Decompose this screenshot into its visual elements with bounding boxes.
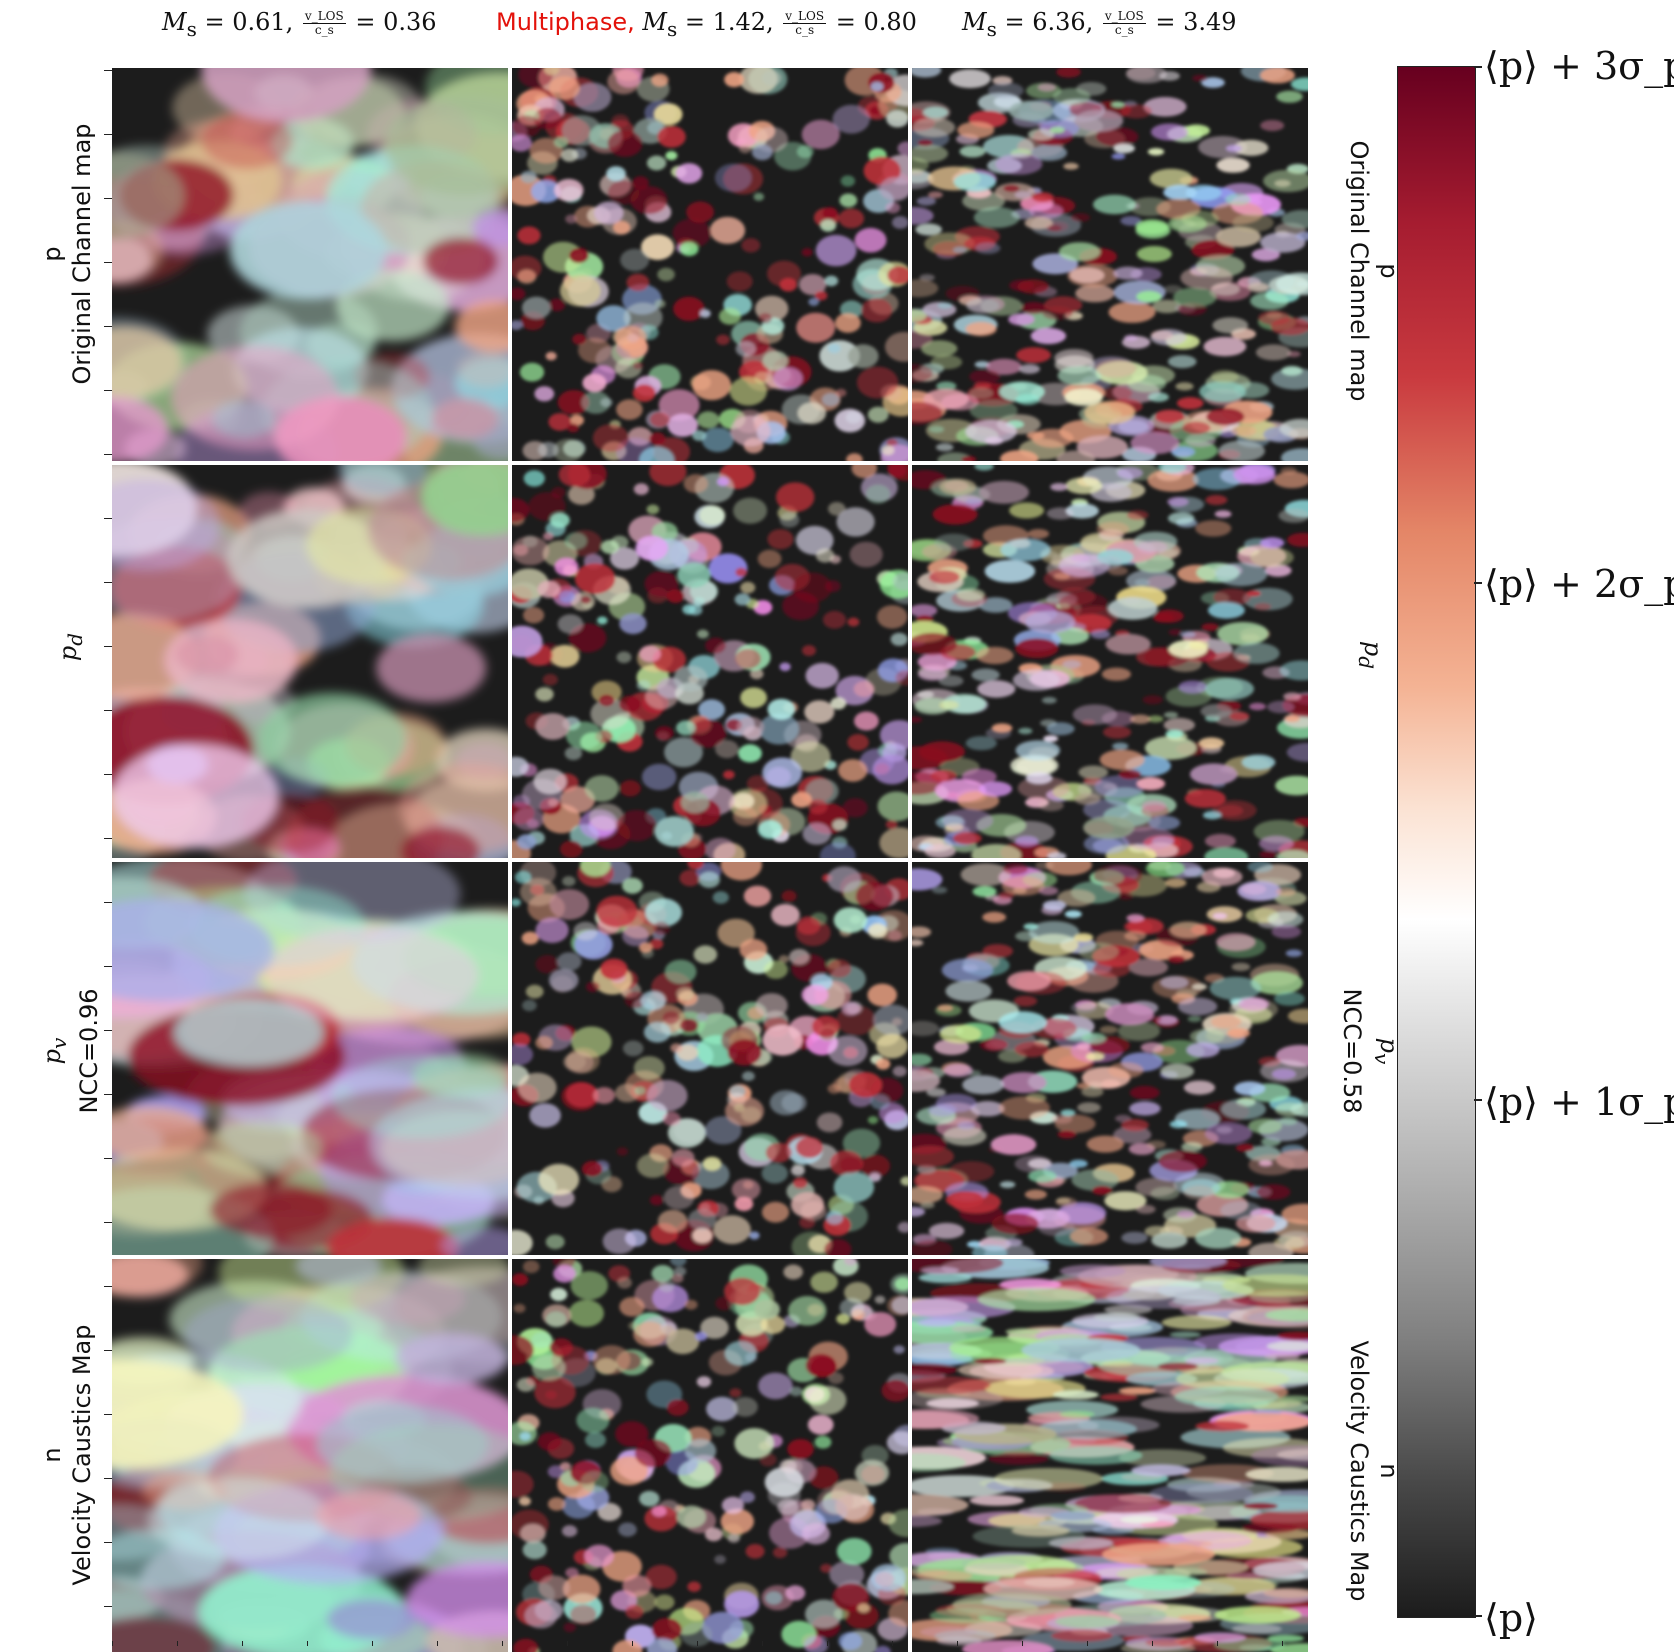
row-label-right-2: pd (1358, 515, 1388, 795)
axis-tick (567, 1641, 568, 1646)
axis-tick (112, 1641, 113, 1646)
axis-tick (104, 1542, 112, 1543)
map-panel-r1-c3 (912, 68, 1308, 461)
colorbar-label-3sigma: ⟨p⟩ + 3σ_p (1484, 44, 1674, 88)
axis-tick (502, 1641, 503, 1646)
axis-tick (242, 1641, 243, 1646)
panel-grid (112, 68, 1300, 1641)
axis-tick (104, 326, 112, 327)
ms-value: 0.61 (232, 8, 285, 36)
colorbar-label-1sigma: ⟨p⟩ + 1σ_p (1484, 1080, 1674, 1124)
ms-symbol: M (962, 8, 987, 36)
axis-tick (104, 1094, 112, 1095)
map-panel-r1-c1 (112, 68, 508, 461)
axis-tick (1152, 1641, 1153, 1646)
axis-tick (957, 1641, 958, 1646)
axis-tick (104, 1158, 112, 1159)
map-panel-r3-c1 (112, 862, 508, 1255)
colorbar-tick (1474, 582, 1482, 584)
axis-tick (104, 902, 112, 903)
ms-subscript: s (667, 17, 677, 41)
map-panel-r4-c2 (512, 1259, 908, 1652)
axis-tick (104, 1222, 112, 1223)
axis-tick (1282, 1641, 1283, 1646)
map-panel-r3-c2 (512, 862, 908, 1255)
multiphase-tag: Multiphase, (496, 8, 635, 36)
map-panel-r1-c2 (512, 68, 908, 461)
axis-tick (104, 518, 112, 519)
ms-symbol: M (162, 8, 187, 36)
colorbar-label-2sigma: ⟨p⟩ + 2σ_p (1484, 562, 1674, 606)
axis-tick (632, 1641, 633, 1646)
axis-tick (1217, 1641, 1218, 1646)
colorbar-tick (1474, 1099, 1482, 1101)
ms-value: 1.42 (713, 8, 766, 36)
axis-tick (1022, 1641, 1023, 1646)
axis-tick (104, 1286, 112, 1287)
axis-tick (104, 1478, 112, 1479)
colorbar-label-mean: ⟨p⟩ (1484, 1596, 1538, 1640)
ratio-value: 0.36 (383, 8, 436, 36)
axis-tick (104, 1030, 112, 1031)
axis-tick (437, 1641, 438, 1646)
axis-tick (827, 1641, 828, 1646)
axis-tick (104, 838, 112, 839)
map-panel-r4-c1 (112, 1259, 508, 1652)
ms-value: 6.36 (1032, 8, 1085, 36)
colorbar-tick (1474, 1615, 1482, 1617)
axis-tick (104, 1414, 112, 1415)
map-panel-r2-c2 (512, 465, 908, 858)
axis-tick (372, 1641, 373, 1646)
axis-tick (104, 262, 112, 263)
axis-tick (104, 70, 112, 71)
axis-tick (104, 134, 112, 135)
axis-tick (307, 1641, 308, 1646)
ratio-value: 3.49 (1183, 8, 1236, 36)
ms-symbol: M (642, 8, 667, 36)
axis-tick (177, 1641, 178, 1646)
axis-tick (104, 1350, 112, 1351)
axis-tick (104, 646, 112, 647)
map-panel-r2-c1 (112, 465, 508, 858)
axis-tick (104, 1606, 112, 1607)
axis-tick (104, 966, 112, 967)
axis-tick (1087, 1641, 1088, 1646)
ms-subscript: s (187, 17, 197, 41)
axis-tick (762, 1641, 763, 1646)
axis-tick (892, 1641, 893, 1646)
axis-tick (697, 1641, 698, 1646)
axis-tick (104, 198, 112, 199)
axis-tick (104, 390, 112, 391)
colorbar-tick (1474, 66, 1482, 68)
colorbar (1397, 66, 1476, 1618)
ratio-value: 0.80 (863, 8, 916, 36)
axis-tick (104, 710, 112, 711)
axis-tick (104, 454, 112, 455)
ms-subscript: s (987, 17, 997, 41)
axis-tick (104, 774, 112, 775)
map-panel-r4-c3 (912, 1259, 1308, 1652)
map-panel-r3-c3 (912, 862, 1308, 1255)
row-label-left-2: pd (53, 507, 83, 787)
map-panel-r2-c3 (912, 465, 1308, 858)
axis-tick (104, 582, 112, 583)
